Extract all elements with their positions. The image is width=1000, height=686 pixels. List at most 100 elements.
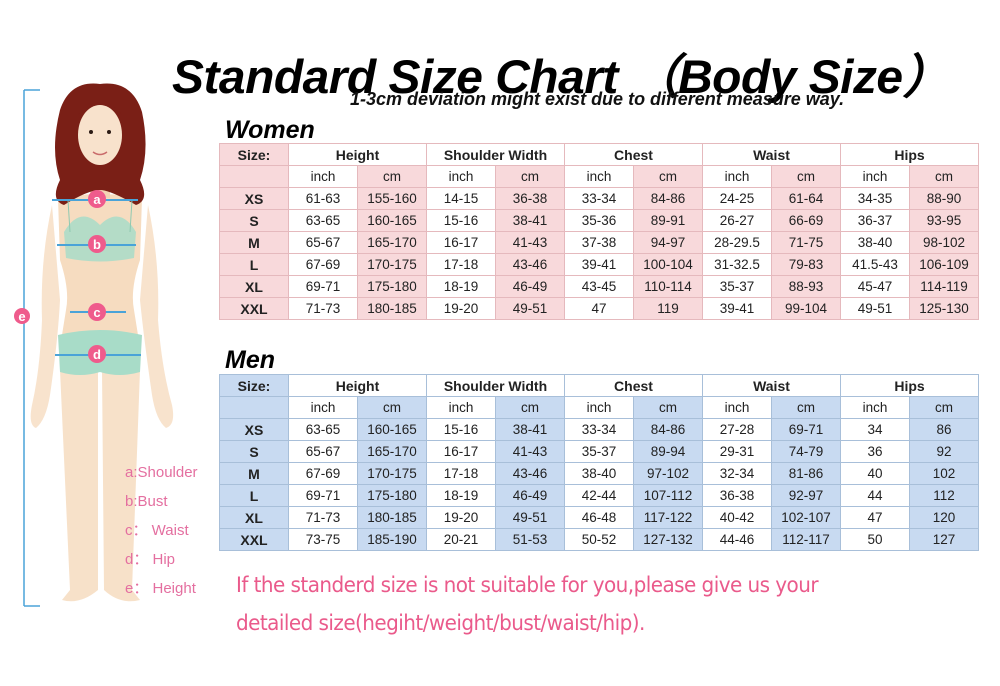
unit-cell: cm bbox=[771, 165, 841, 188]
unit-cell: cm bbox=[771, 396, 841, 419]
table-cell: 66-69 bbox=[771, 209, 841, 232]
table-cell: 35-36 bbox=[564, 209, 634, 232]
size-label: XXL bbox=[219, 528, 289, 551]
unit-cell: inch bbox=[840, 396, 910, 419]
table-cell: 43-45 bbox=[564, 275, 634, 298]
table-row: L 67-69 170-175 17-18 43-46 39-41 100-104 31-32… bbox=[219, 253, 979, 276]
table-cell: 32-34 bbox=[702, 462, 772, 485]
men-rows: XS 63-65 160-165 15-16 38-41 33-34 84-86 27-28 6… bbox=[219, 418, 979, 551]
table-cell: 69-71 bbox=[288, 484, 358, 507]
table-cell: 34-35 bbox=[840, 187, 910, 210]
unit-cell: inch bbox=[702, 396, 772, 419]
unit-row: inch cm inch cm inch cm inch cm inch cm bbox=[219, 396, 979, 419]
table-cell: 63-65 bbox=[288, 418, 358, 441]
unit-cell: inch bbox=[840, 165, 910, 188]
table-cell: 63-65 bbox=[288, 209, 358, 232]
table-cell: 49-51 bbox=[495, 297, 565, 320]
table-cell: 102 bbox=[909, 462, 979, 485]
table-cell: 41.5-43 bbox=[840, 253, 910, 276]
table-cell: 112-117 bbox=[771, 528, 841, 551]
size-label: XXL bbox=[219, 297, 289, 320]
unit-cell: cm bbox=[357, 396, 427, 419]
table-cell: 185-190 bbox=[357, 528, 427, 551]
unit-cell: inch bbox=[426, 165, 496, 188]
table-cell: 15-16 bbox=[426, 209, 496, 232]
table-cell: 39-41 bbox=[702, 297, 772, 320]
table-cell: 100-104 bbox=[633, 253, 703, 276]
header-height: Height bbox=[288, 374, 427, 397]
table-row: XS 61-63 155-160 14-15 36-38 33-34 84-86 24-25 6… bbox=[219, 187, 979, 210]
table-row: XL 71-73 180-185 19-20 49-51 46-48 117-122 40-4… bbox=[219, 506, 979, 529]
table-cell: 71-73 bbox=[288, 506, 358, 529]
table-cell: 180-185 bbox=[357, 297, 427, 320]
table-cell: 36 bbox=[840, 440, 910, 463]
table-cell: 69-71 bbox=[771, 418, 841, 441]
unit-cell: inch bbox=[288, 165, 358, 188]
table-cell: 110-114 bbox=[633, 275, 703, 298]
table-cell: 42-44 bbox=[564, 484, 634, 507]
marker-a-icon: a bbox=[93, 192, 101, 207]
table-cell: 160-165 bbox=[357, 209, 427, 232]
header-waist: Waist bbox=[702, 143, 841, 166]
table-row: M 67-69 170-175 17-18 43-46 38-40 97-102 32-34 8… bbox=[219, 462, 979, 485]
table-cell: 160-165 bbox=[357, 418, 427, 441]
table-cell: 50-52 bbox=[564, 528, 634, 551]
measurement-legend: a:Shoulder b:Bust c： Waist d： Hip e： Hei… bbox=[125, 458, 198, 603]
women-size-table: Size: Height Shoulder Width Chest Waist … bbox=[219, 143, 979, 320]
table-cell: 71-73 bbox=[288, 297, 358, 320]
table-cell: 28-29.5 bbox=[702, 231, 772, 254]
table-cell: 84-86 bbox=[633, 418, 703, 441]
size-label: XL bbox=[219, 506, 289, 529]
table-cell: 38-41 bbox=[495, 418, 565, 441]
table-cell: 31-32.5 bbox=[702, 253, 772, 276]
table-cell: 79-83 bbox=[771, 253, 841, 276]
table-row: XS 63-65 160-165 15-16 38-41 33-34 84-86 27-28 6… bbox=[219, 418, 979, 441]
unit-cell: cm bbox=[357, 165, 427, 188]
empty-cell bbox=[219, 396, 289, 419]
table-cell: 26-27 bbox=[702, 209, 772, 232]
size-label: M bbox=[219, 231, 289, 254]
table-cell: 175-180 bbox=[357, 484, 427, 507]
table-cell: 98-102 bbox=[909, 231, 979, 254]
table-cell: 33-34 bbox=[564, 418, 634, 441]
table-cell: 45-47 bbox=[840, 275, 910, 298]
table-cell: 24-25 bbox=[702, 187, 772, 210]
table-cell: 36-38 bbox=[702, 484, 772, 507]
unit-row: inch cm inch cm inch cm inch cm inch cm bbox=[219, 165, 979, 188]
table-cell: 114-119 bbox=[909, 275, 979, 298]
unit-cell: cm bbox=[495, 396, 565, 419]
table-cell: 16-17 bbox=[426, 440, 496, 463]
table-cell: 127 bbox=[909, 528, 979, 551]
table-cell: 92 bbox=[909, 440, 979, 463]
table-cell: 99-104 bbox=[771, 297, 841, 320]
size-label: XL bbox=[219, 275, 289, 298]
table-cell: 44 bbox=[840, 484, 910, 507]
table-row: S 63-65 160-165 15-16 38-41 35-36 89-91 26-27 66… bbox=[219, 209, 979, 232]
table-cell: 46-49 bbox=[495, 484, 565, 507]
unit-cell: inch bbox=[564, 165, 634, 188]
table-cell: 46-48 bbox=[564, 506, 634, 529]
table-cell: 155-160 bbox=[357, 187, 427, 210]
table-cell: 93-95 bbox=[909, 209, 979, 232]
table-cell: 65-67 bbox=[288, 231, 358, 254]
table-cell: 165-170 bbox=[357, 231, 427, 254]
table-cell: 36-37 bbox=[840, 209, 910, 232]
body-measurement-figure: a b c d e a:Shoulder b:Bust c： Waist d： … bbox=[0, 0, 220, 686]
legend-height: e： Height bbox=[125, 580, 196, 597]
table-cell: 47 bbox=[564, 297, 634, 320]
header-shoulder-width: Shoulder Width bbox=[426, 143, 565, 166]
table-cell: 20-21 bbox=[426, 528, 496, 551]
size-label: XS bbox=[219, 187, 289, 210]
table-cell: 46-49 bbox=[495, 275, 565, 298]
table-row: XXL 73-75 185-190 20-21 51-53 50-52 127-132 44-… bbox=[219, 528, 979, 551]
women-rows: XS 61-63 155-160 14-15 36-38 33-34 84-86 24-25 6… bbox=[219, 187, 979, 320]
header-height: Height bbox=[288, 143, 427, 166]
table-cell: 89-91 bbox=[633, 209, 703, 232]
table-cell: 36-38 bbox=[495, 187, 565, 210]
deviation-note: 1-3cm deviation might exist due to diffe… bbox=[350, 89, 845, 109]
table-cell: 71-75 bbox=[771, 231, 841, 254]
table-cell: 41-43 bbox=[495, 231, 565, 254]
woman-figure-icon bbox=[23, 83, 174, 607]
table-cell: 175-180 bbox=[357, 275, 427, 298]
size-label: L bbox=[219, 484, 289, 507]
